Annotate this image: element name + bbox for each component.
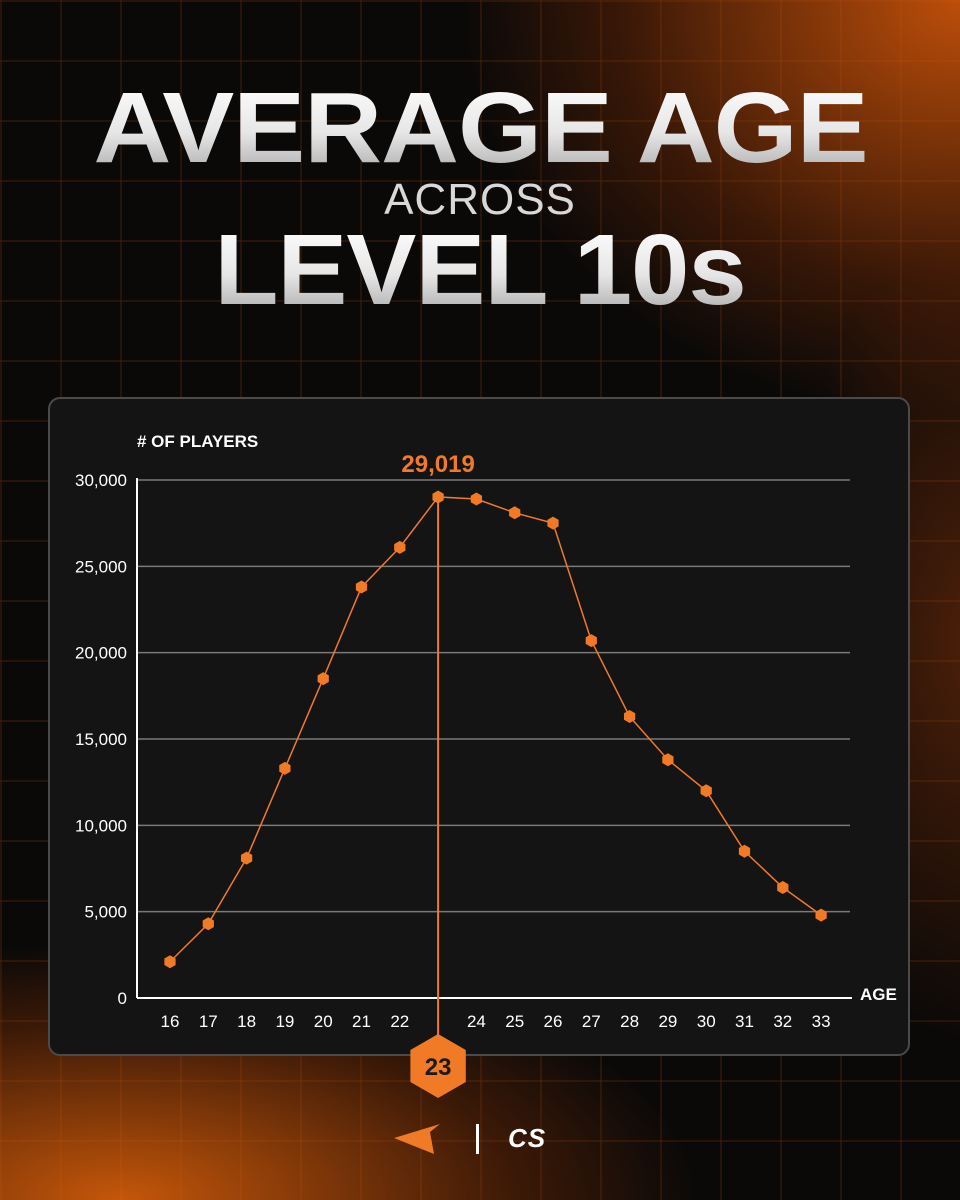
data-point [279, 761, 291, 775]
data-point [432, 490, 444, 504]
data-point [662, 753, 674, 767]
title-block: AVERAGE AGE ACROSS LEVEL 10s [0, 72, 960, 326]
y-tick-label: 15,000 [75, 730, 127, 749]
data-point [547, 516, 559, 530]
y-tick-label: 20,000 [75, 644, 127, 663]
cs-logo: CS [508, 1123, 547, 1153]
x-tick-label: 18 [237, 1012, 256, 1031]
y-tick-label: 10,000 [75, 816, 127, 835]
data-point [815, 908, 827, 922]
x-tick-label: 17 [199, 1012, 218, 1031]
x-tick-label: 33 [812, 1012, 831, 1031]
x-axis-title: AGE [860, 985, 897, 1004]
x-tick-label: 31 [735, 1012, 754, 1031]
title-main: AVERAGE AGE [92, 72, 868, 184]
data-point [509, 506, 521, 520]
data-point [317, 672, 329, 686]
data-point [470, 492, 483, 506]
footer-logos: CS [0, 1118, 960, 1162]
data-point [355, 580, 368, 594]
data-point [623, 710, 636, 724]
x-tick-label: 24 [467, 1012, 486, 1031]
x-tick-label: 28 [620, 1012, 639, 1031]
data-point [164, 955, 176, 969]
y-tick-label: 0 [118, 989, 127, 1008]
title-connector: ACROSS [384, 175, 576, 224]
x-tick-label: 22 [390, 1012, 409, 1031]
data-point [240, 851, 253, 865]
title-sub: LEVEL 10s [214, 214, 746, 326]
series-line [169, 496, 822, 963]
peak-value-label: 29,019 [401, 451, 474, 478]
x-tick-label: 26 [544, 1012, 563, 1031]
faceit-icon [394, 1124, 440, 1154]
y-tick-label: 25,000 [75, 557, 127, 576]
chart-panel [48, 397, 910, 1056]
y-tick-label: 5,000 [84, 903, 127, 922]
x-tick-label: 21 [352, 1012, 371, 1031]
x-tick-label: 32 [773, 1012, 792, 1031]
y-axis-title: # OF PLAYERS [137, 432, 258, 451]
data-point [700, 784, 712, 798]
logo-separator [476, 1124, 479, 1154]
data-point [777, 880, 789, 894]
data-point [585, 634, 597, 648]
data-point [738, 844, 751, 858]
x-tick-label: 29 [658, 1012, 677, 1031]
peak-badge-label: 23 [425, 1054, 452, 1081]
x-tick-label: 30 [697, 1012, 716, 1031]
data-point [394, 540, 406, 554]
x-tick-label: 25 [505, 1012, 524, 1031]
peak-badge [410, 1034, 466, 1098]
x-tick-label: 27 [582, 1012, 601, 1031]
x-tick-label: 19 [275, 1012, 294, 1031]
x-tick-label: 16 [161, 1012, 180, 1031]
x-tick-label: 20 [314, 1012, 333, 1031]
y-tick-label: 30,000 [75, 471, 127, 490]
data-point [202, 917, 214, 931]
